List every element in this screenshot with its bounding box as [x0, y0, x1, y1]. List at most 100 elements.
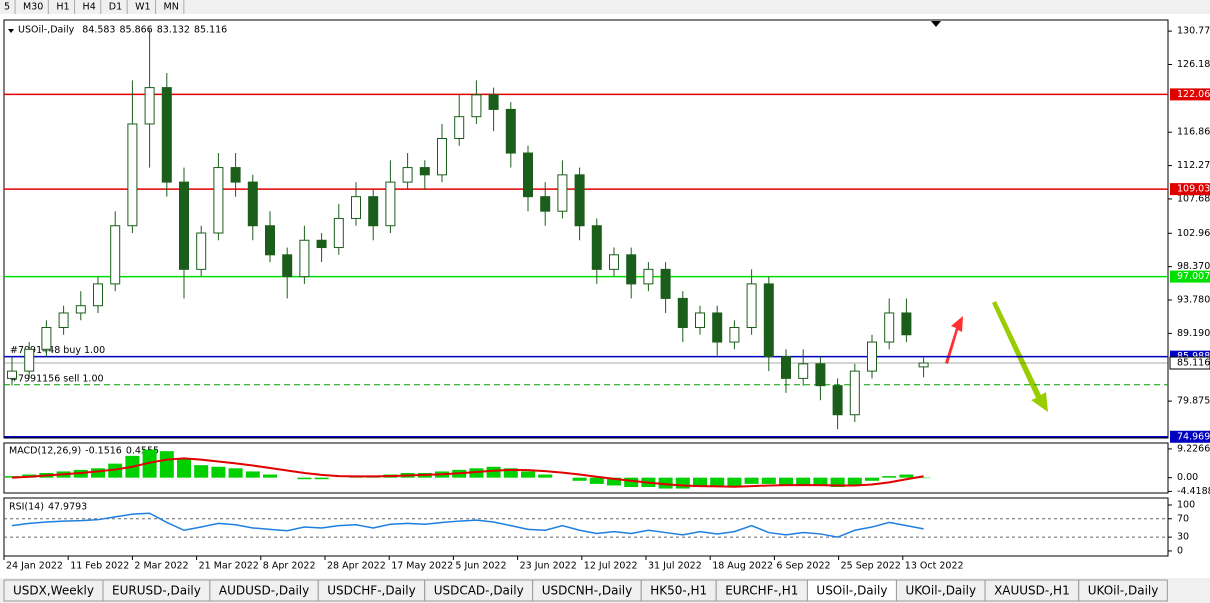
candle-body — [24, 348, 35, 372]
candle-body — [333, 217, 344, 249]
macd-bar — [108, 463, 123, 478]
macd-bar — [503, 468, 518, 478]
macd-signal — [11, 457, 924, 488]
x-tick-label: 2 Mar 2022 — [134, 561, 188, 572]
timeframe-button[interactable]: H1 — [56, 2, 69, 13]
candle-body — [729, 327, 740, 343]
candle-body — [488, 94, 499, 110]
candle-body — [591, 225, 602, 270]
macd-bar — [865, 477, 879, 481]
candle-body — [437, 137, 447, 176]
rsi-line — [11, 512, 924, 538]
candle-body — [677, 297, 688, 329]
y-tick-label: 79.875 — [1177, 396, 1210, 407]
candle-body — [299, 239, 310, 278]
timeframe-button[interactable]: D1 — [109, 2, 122, 13]
candle-body — [746, 283, 757, 329]
y-tick-label: 70 — [1177, 513, 1189, 524]
timeframe-button[interactable]: 5 — [4, 2, 10, 13]
shift-marker — [931, 21, 941, 27]
macd-bar — [882, 476, 897, 478]
tab-label[interactable]: UKOil-,Daily — [905, 584, 976, 598]
candle-body — [265, 225, 275, 256]
macd-bar — [693, 477, 707, 488]
macd-bar — [159, 451, 174, 478]
tab-label[interactable]: EURCHF-,H1 — [725, 584, 798, 598]
timeframe-button[interactable]: W1 — [135, 2, 150, 13]
candle-body — [574, 174, 585, 227]
candle-body — [695, 312, 705, 329]
candle-body — [884, 312, 895, 343]
macd-bar — [245, 471, 260, 478]
tab-label[interactable]: UKOil-,Daily — [1088, 584, 1159, 598]
candle-body — [351, 196, 361, 219]
candle-body — [643, 268, 654, 285]
macd-bar — [194, 465, 209, 478]
tab-label[interactable]: USDX,Weekly — [13, 584, 94, 598]
candle-body — [247, 181, 258, 227]
timeframe-button[interactable]: MN — [164, 2, 179, 13]
level-label: 122.066 — [1177, 89, 1210, 100]
x-tick-label: 11 Feb 2022 — [70, 561, 129, 572]
macd-bar — [813, 477, 828, 486]
tab[interactable] — [1078, 579, 1168, 602]
tab-label[interactable]: HK50-,H1 — [650, 584, 707, 598]
candle-body — [110, 225, 121, 285]
candle-body — [867, 341, 877, 372]
candle-body — [93, 283, 103, 307]
y-tick-label: 0 — [1177, 545, 1183, 556]
price-tag — [1169, 356, 1210, 370]
candle-body — [75, 305, 86, 314]
y-tick-label: 9.2266 — [1177, 443, 1210, 454]
tab-label[interactable]: XAUUSD-,H1 — [994, 584, 1070, 598]
x-tick-label: 12 Jul 2022 — [584, 561, 638, 572]
tab-label[interactable]: AUDUSD-,Daily — [219, 584, 309, 598]
timeframe-button[interactable]: M30 — [23, 2, 43, 13]
macd-bar — [228, 468, 243, 478]
symbol: USOil-,Daily — [18, 25, 75, 36]
macd-bar — [744, 477, 759, 484]
y-tick-label: -4.4188 — [1177, 486, 1210, 497]
macd-bar — [521, 471, 535, 478]
tab-label[interactable]: EURUSD-,Daily — [112, 584, 201, 598]
y-tick-label: 126.180 — [1177, 59, 1210, 70]
candle-body — [832, 385, 843, 416]
candle-body — [127, 123, 138, 227]
rsi-panel — [3, 497, 1169, 557]
tab-label[interactable]: USOil-,Daily — [816, 584, 887, 598]
candle-body — [282, 254, 293, 278]
candle-body — [58, 312, 69, 329]
quote-low: 83.132 — [157, 25, 190, 36]
macd-bar — [710, 477, 725, 488]
quote-high: 85.866 — [119, 25, 152, 36]
y-tick-label: 112.275 — [1177, 160, 1210, 171]
tab-label[interactable]: USDCAD-,Daily — [434, 584, 524, 598]
macd-bar — [211, 466, 226, 478]
tab-label[interactable]: USDCHF-,Daily — [327, 584, 415, 598]
up-arrow — [945, 316, 963, 364]
quote-open: 84.583 — [82, 25, 115, 36]
candle-body — [849, 370, 860, 416]
x-tick-label: 31 Jul 2022 — [648, 561, 702, 572]
candle-body — [781, 356, 791, 379]
y-tick-label: 107.685 — [1177, 193, 1210, 204]
candle-body — [144, 87, 155, 125]
level-label: 74.969 — [1177, 431, 1210, 442]
macd-bar — [91, 468, 105, 478]
candle-body — [918, 362, 929, 368]
macd-bar — [624, 477, 639, 488]
candle-body — [196, 232, 207, 270]
candle-body — [505, 108, 516, 154]
main-panel — [3, 19, 1169, 439]
timeframe-button[interactable]: H4 — [83, 2, 96, 13]
candle-body — [540, 196, 551, 212]
x-tick-label: 6 Sep 2022 — [776, 561, 830, 572]
x-tick-label: 28 Apr 2022 — [327, 561, 386, 572]
x-tick-label: 13 Oct 2022 — [905, 561, 964, 572]
candle-body — [454, 116, 465, 139]
tab-label[interactable]: USDCNH-,Daily — [542, 584, 633, 598]
y-tick-label: 100 — [1177, 499, 1195, 510]
candle-body — [815, 363, 826, 387]
x-tick-label: 18 Aug 2022 — [712, 561, 773, 572]
macd-bar — [830, 477, 845, 488]
